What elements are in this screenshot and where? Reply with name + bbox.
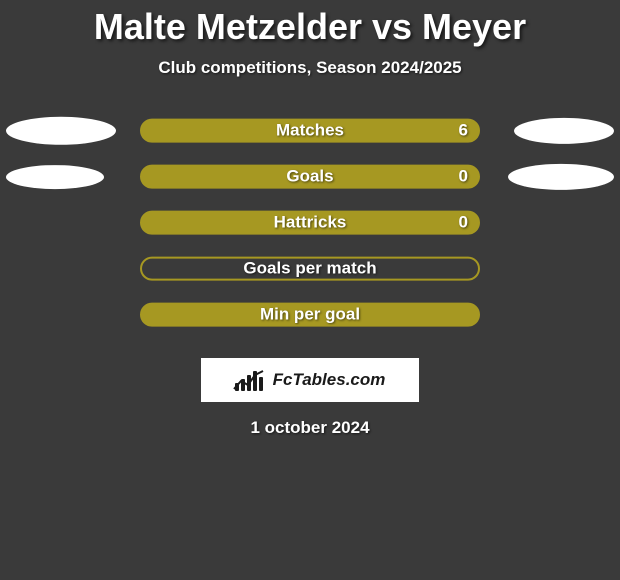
stat-row: Goals0 (0, 156, 620, 202)
stat-bar: Matches6 (140, 119, 480, 143)
stat-row: Hattricks0 (0, 202, 620, 248)
stat-bar: Min per goal (140, 303, 480, 327)
stat-label: Min per goal (142, 305, 478, 325)
bar-wrap: Min per goal (140, 303, 480, 327)
right-ellipse (514, 118, 614, 144)
right-ellipse (508, 164, 614, 190)
brand-bar-icon (235, 369, 265, 391)
bar-wrap: Goals0 (140, 165, 480, 189)
stat-row: Matches6 (0, 110, 620, 156)
stat-row: Min per goal (0, 294, 620, 340)
stat-row: Goals per match (0, 248, 620, 294)
stat-bar: Hattricks0 (140, 211, 480, 235)
stat-label: Hattricks (142, 213, 478, 233)
brand-text: FcTables.com (273, 370, 386, 390)
stat-value: 6 (459, 121, 468, 141)
brand-box: FcTables.com (201, 358, 419, 402)
page-subtitle: Club competitions, Season 2024/2025 (0, 58, 620, 78)
bar-wrap: Goals per match (140, 257, 480, 281)
stat-label: Goals (142, 167, 478, 187)
stat-value: 0 (459, 213, 468, 233)
comparison-rows: Matches6Goals0Hattricks0Goals per matchM… (0, 110, 620, 340)
stat-label: Matches (142, 121, 478, 141)
page-title: Malte Metzelder vs Meyer (0, 0, 620, 48)
stat-bar: Goals0 (140, 165, 480, 189)
date-label: 1 october 2024 (0, 418, 620, 438)
stat-value: 0 (459, 167, 468, 187)
left-ellipse (6, 117, 116, 145)
stat-bar: Goals per match (140, 257, 480, 281)
bar-wrap: Matches6 (140, 119, 480, 143)
bar-wrap: Hattricks0 (140, 211, 480, 235)
stat-label: Goals per match (142, 259, 478, 279)
left-ellipse (6, 165, 104, 189)
